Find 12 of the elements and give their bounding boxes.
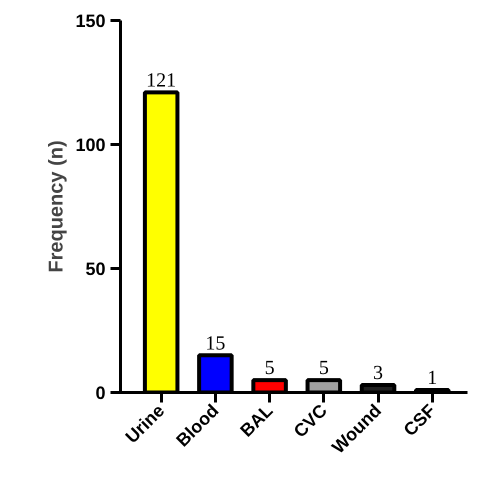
y-axis-title: Frequency (n): [45, 140, 68, 273]
y-tick-label: 100: [75, 135, 106, 155]
data-label: 5: [264, 357, 275, 380]
y-tick-label: 150: [75, 11, 106, 31]
x-tick-label: BAL: [236, 400, 277, 441]
y-tick-label: 0: [95, 383, 106, 403]
data-label: 5: [318, 357, 329, 380]
data-label: 15: [205, 332, 226, 354]
data-label: 121: [146, 69, 176, 92]
y-tick-label: 50: [85, 259, 106, 279]
data-label: 1: [427, 367, 438, 390]
data-label: 3: [373, 362, 384, 384]
